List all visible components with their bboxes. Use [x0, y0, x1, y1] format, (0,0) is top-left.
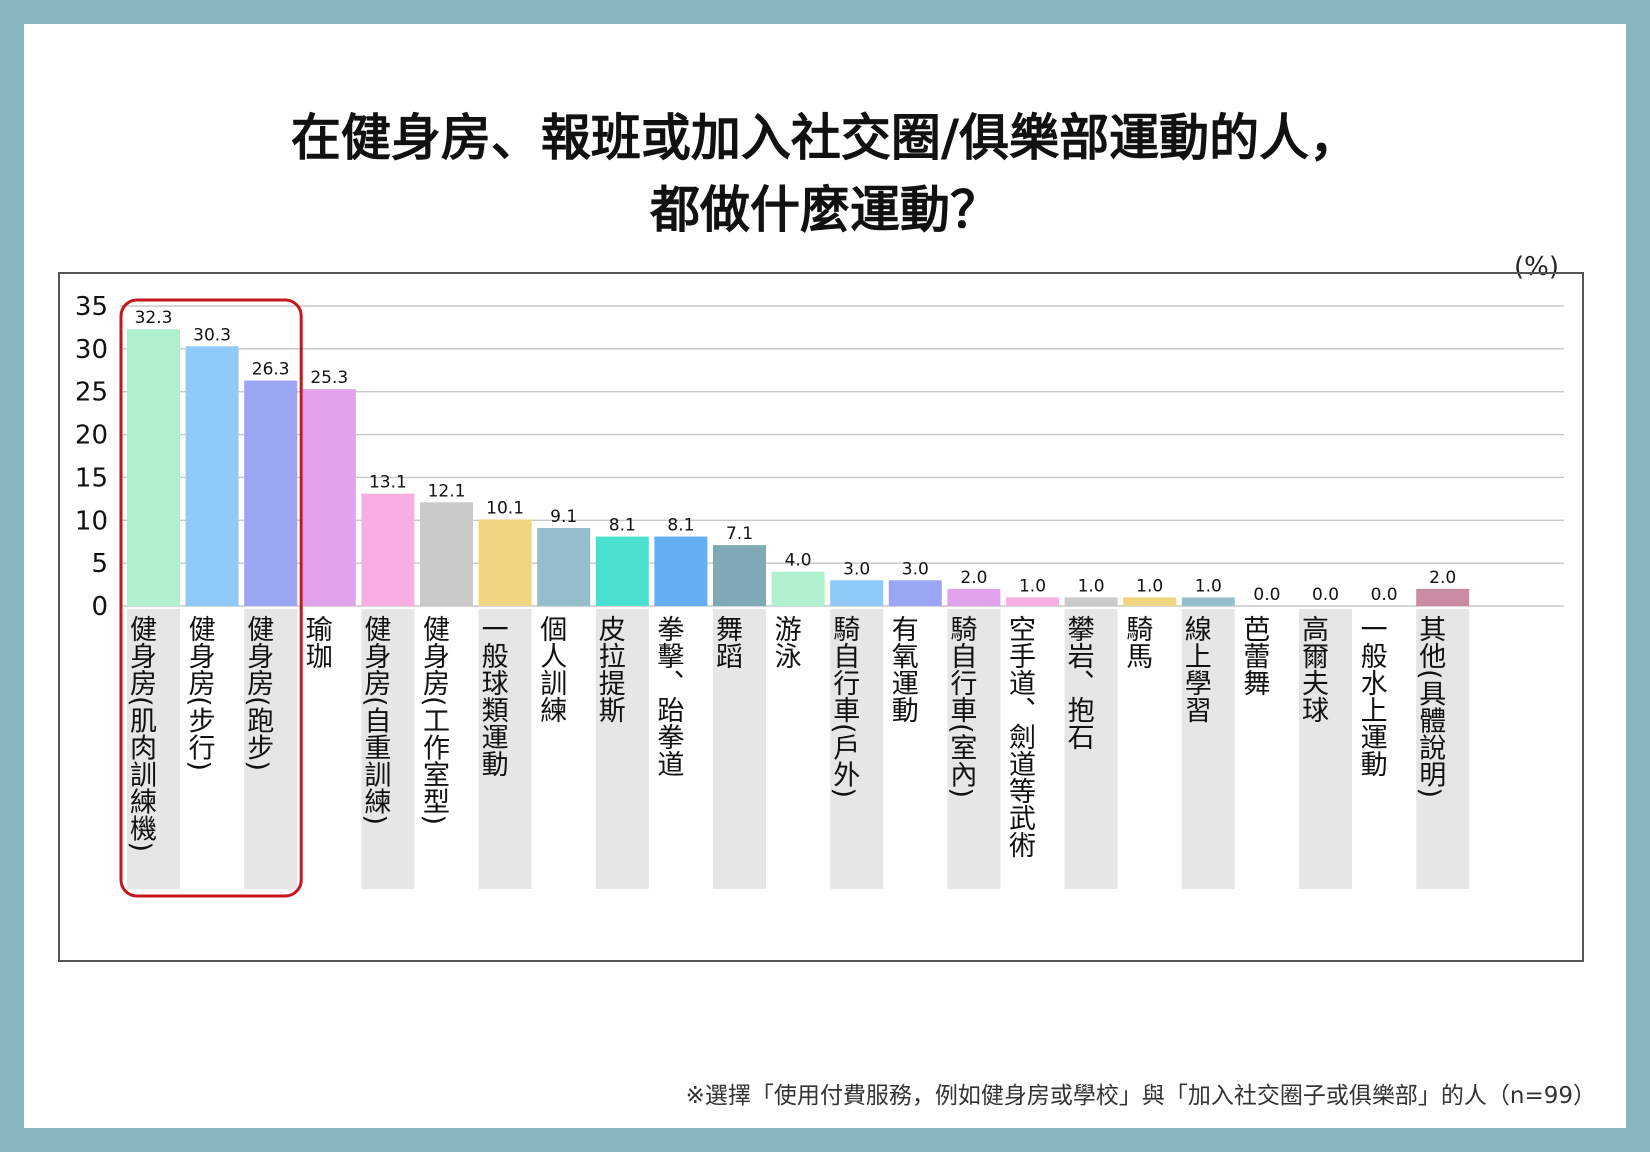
title-line-1: 在健身房、報班或加入社交圈/俱樂部運動的人， — [290, 109, 1360, 167]
label-band — [244, 609, 298, 889]
x-tick-label: 芭蕾舞 — [1238, 615, 1269, 696]
unit-label: (%) — [1514, 252, 1559, 282]
y-tick-label: 20 — [75, 421, 108, 451]
label-band — [1416, 609, 1470, 889]
data-label: 8.1 — [667, 516, 694, 536]
label-band — [1064, 609, 1118, 889]
data-label: 3.0 — [902, 559, 929, 579]
x-tick-label: 線上學習 — [1180, 615, 1212, 723]
bar — [361, 493, 415, 606]
bar — [420, 502, 473, 606]
data-label: 0.0 — [1371, 585, 1398, 605]
bar — [537, 528, 591, 606]
y-tick-label: 25 — [75, 378, 108, 408]
x-tick-label: 高爾夫球 — [1297, 615, 1329, 723]
data-label: 0.0 — [1253, 585, 1280, 605]
x-tick-label: 健身房(自重訓練) — [359, 615, 391, 825]
bar — [888, 580, 942, 606]
bar — [1064, 597, 1118, 606]
bar-chart: 0 5 10 15 20 25 30 35 32.3 健身房(肌肉訓練機) 30.3 健身房(步行) 2… — [75, 292, 1564, 898]
data-label: 25.3 — [310, 368, 348, 388]
x-tick-label: 騎自行車(戶外) — [828, 615, 860, 798]
x-tick-label: 健身房(跑步) — [242, 615, 274, 771]
data-label: 1.0 — [1136, 576, 1163, 596]
footnote: ※選擇「使用付費服務，例如健身房或學校」與「加入社交圈子或俱樂部」的人（n=99… — [685, 1083, 1596, 1109]
data-label: 4.0 — [785, 551, 812, 571]
x-tick-label: 皮拉提斯 — [594, 615, 626, 723]
x-tick-label: 游泳 — [770, 615, 802, 669]
bar — [478, 519, 532, 606]
data-label: 10.1 — [486, 498, 524, 518]
label-band — [127, 609, 180, 889]
chart-card: 在健身房、報班或加入社交圈/俱樂部運動的人， 都做什麼運動？ (%) 0 5 10 1… — [24, 24, 1626, 1128]
x-tick-label: 健身房(肌肉訓練機) — [125, 615, 157, 852]
label-band — [830, 609, 884, 889]
y-tick-label: 5 — [91, 549, 108, 579]
bar — [1123, 597, 1177, 606]
y-tick-label: 35 — [75, 292, 108, 322]
chart-title: 在健身房、報班或加入社交圈/俱樂部運動的人， 都做什麼運動？ — [24, 102, 1626, 246]
label-band — [713, 609, 766, 889]
title-line-2: 都做什麼運動？ — [650, 181, 1000, 239]
x-tick-label: 一般球類運動 — [477, 615, 509, 777]
x-tick-label: 騎自行車(室內) — [945, 615, 977, 798]
x-tick-label: 拳擊、跆拳道 — [652, 615, 684, 777]
bar — [1181, 597, 1235, 606]
data-label: 1.0 — [1078, 576, 1105, 596]
x-tick-label: 個人訓練 — [535, 615, 567, 723]
label-band — [361, 609, 415, 889]
bar — [595, 536, 649, 606]
x-tick-label: 瑜珈 — [301, 615, 333, 669]
label-band — [947, 609, 1001, 889]
bar — [302, 389, 356, 606]
y-tick-label: 15 — [75, 463, 108, 493]
bar — [947, 588, 1001, 606]
x-tick-label: 空手道、劍道等武術 — [1004, 615, 1036, 858]
bar — [713, 545, 766, 606]
x-tick-label: 其他(具體說明) — [1414, 615, 1446, 798]
data-label: 7.1 — [726, 524, 753, 544]
label-band — [595, 609, 649, 889]
bar — [244, 380, 298, 606]
data-label: 2.0 — [960, 568, 987, 588]
data-label: 12.1 — [428, 481, 466, 501]
plot-frame — [58, 272, 1584, 962]
data-label: 32.3 — [135, 308, 173, 328]
y-tick-label: 30 — [75, 335, 108, 365]
bar — [1006, 597, 1059, 606]
x-tick-label: 健身房(步行) — [184, 615, 216, 771]
x-tick-label: 攀岩、抱石 — [1063, 615, 1095, 750]
data-label: 9.1 — [550, 507, 577, 527]
bar — [771, 571, 825, 606]
x-tick-label: 騎馬 — [1121, 615, 1153, 669]
data-label: 8.1 — [609, 516, 636, 536]
label-band — [1181, 609, 1235, 889]
bar — [1416, 588, 1470, 606]
data-label: 3.0 — [843, 559, 870, 579]
data-label: 1.0 — [1195, 576, 1222, 596]
data-label: 0.0 — [1312, 585, 1339, 605]
bar — [185, 346, 239, 606]
data-label: 2.0 — [1429, 568, 1456, 588]
x-tick-label: 舞蹈 — [711, 615, 743, 669]
label-band — [1299, 609, 1352, 889]
y-tick-label: 0 — [91, 592, 108, 622]
y-tick-label: 10 — [75, 506, 108, 536]
bar — [830, 580, 884, 606]
x-tick-label: 有氧運動 — [887, 615, 919, 723]
label-band — [478, 609, 532, 889]
data-label: 1.0 — [1019, 576, 1046, 596]
data-label: 30.3 — [193, 325, 231, 345]
data-label: 13.1 — [369, 473, 407, 493]
data-label: 26.3 — [252, 360, 290, 380]
bar — [654, 536, 708, 606]
x-tick-label: 健身房(工作室型) — [418, 615, 450, 825]
highlight-box — [119, 298, 303, 898]
bar — [127, 329, 180, 606]
x-tick-label: 一般水上運動 — [1356, 615, 1387, 777]
